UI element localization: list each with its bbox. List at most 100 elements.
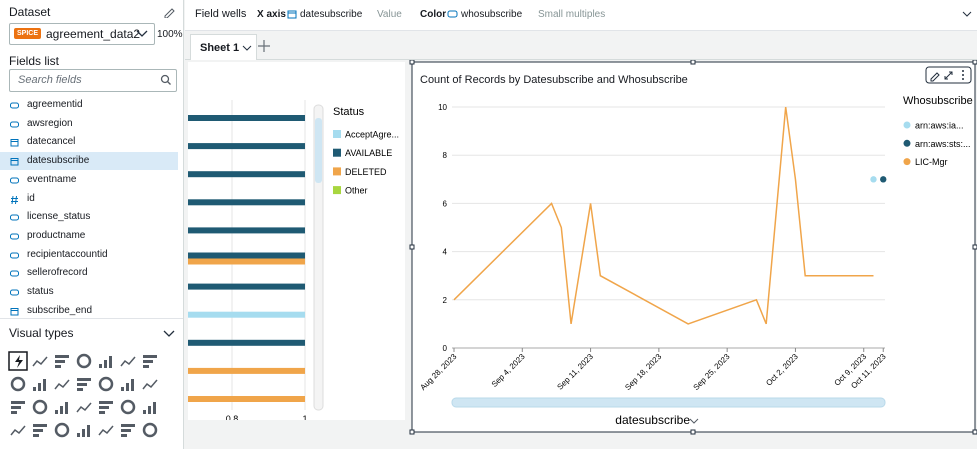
field-type-icon [10,214,19,221]
field-item[interactable]: awsregion [0,115,178,133]
field-name: agreementid [27,99,83,110]
icon-part [76,402,92,413]
visual-type-icon[interactable] [142,379,158,390]
field-item[interactable]: id [0,190,178,208]
icon-part [143,355,157,358]
well-label[interactable]: Value [377,9,402,20]
field-item[interactable]: sellerofrecord [0,264,178,282]
visual-toolbar[interactable] [925,66,972,84]
legend-scroll-thumb[interactable] [315,118,322,183]
well-field[interactable]: whosubscribe [461,9,523,20]
legend-label: AVAILABLE [345,148,392,158]
icon-part [11,406,21,409]
visual-type-icon[interactable] [54,422,70,438]
point [880,176,887,183]
icon-part [32,399,48,415]
icon-part [10,307,19,316]
visual-type-icon[interactable] [32,356,48,367]
visual-type-icon[interactable] [99,356,112,368]
field-item[interactable]: recipientaccountid [0,246,178,264]
visual-type-icon[interactable] [121,379,134,391]
sheet-tab[interactable]: Sheet 1 [190,34,257,60]
chevron[interactable] [689,418,699,424]
field-wells-label: Field wells [195,8,247,20]
icon-part [82,429,85,437]
field-item[interactable]: agreementid [0,96,178,114]
icon-part [143,410,146,414]
visual-type-icon[interactable] [76,353,92,369]
sheet-tab-label: Sheet 1 [200,42,240,54]
visual-type-icon[interactable] [120,399,136,415]
icon-part [11,195,18,204]
visual-type-icon[interactable] [142,422,158,438]
icon-part [98,376,114,392]
bar [188,258,305,265]
field-item[interactable]: productname [0,227,178,245]
legend-label: AcceptAgre... [345,130,399,140]
field-item[interactable]: license_status [0,208,178,226]
icon-part [10,214,19,221]
visual-type-icon[interactable] [11,401,25,414]
visual-type-icon[interactable] [33,424,47,437]
visual-type-icon[interactable] [121,424,135,437]
visual-type-icon[interactable] [55,355,69,368]
sheet-tabs: Sheet 1 [185,31,977,60]
visual-type-icon[interactable] [120,356,136,367]
icon-part [153,402,156,414]
well-label: X axis [257,9,286,20]
visual-type-icon[interactable] [98,376,114,392]
y-tick-label: 8 [443,151,448,160]
field-item[interactable]: datecancel [0,133,178,151]
field-item[interactable]: datesubscribe [0,152,178,171]
field-type-icon [10,252,19,259]
legend-swatch [333,130,341,138]
x-scrollbar[interactable] [451,397,886,408]
visual-frame-selected[interactable] [411,61,976,433]
visual-type-icon[interactable] [143,355,157,368]
left-panel: Dataset SPICE agreement_data2 100% Field… [0,0,184,449]
icon-part [77,388,83,391]
visual-type-icon[interactable] [77,425,90,437]
y-tick-label: 4 [443,248,448,257]
field-item[interactable]: status [0,283,178,301]
edit-icon[interactable] [163,6,175,18]
visual-type-icon[interactable] [8,351,28,371]
icon-part [98,425,114,436]
bar [188,311,305,318]
visual-type-icon[interactable] [54,379,70,390]
bar [188,115,305,121]
icon-part [77,383,87,386]
icon-part [33,429,43,432]
fields-list: agreementid awsregion datecancel datesubscr… [0,96,183,318]
visual-type-icon[interactable] [99,401,113,414]
visual-frame[interactable] [188,62,405,420]
search-input[interactable]: Search fields [9,69,177,92]
visual-type-icon[interactable] [76,402,92,413]
field-type-icon [10,177,19,184]
visual-type-icon[interactable] [10,425,26,436]
visual-type-icon[interactable] [98,425,114,436]
visual-type-icon[interactable] [33,379,46,391]
visual-type-icon[interactable] [10,376,26,392]
icon-part [77,378,91,381]
icon-part [121,424,135,427]
field-item[interactable]: eventname [0,171,178,189]
icon-part [38,383,41,391]
icon-part [33,434,39,437]
legend-swatch [333,186,341,195]
visual-type-icon[interactable] [143,402,156,414]
visual-type-icon[interactable] [32,399,48,415]
resize-handles[interactable] [409,59,977,435]
icon-part [77,433,80,437]
well-label[interactable]: Small multiples [538,9,606,20]
dataset-select[interactable]: SPICE agreement_data2 [9,23,155,45]
visual-type-icon[interactable] [77,378,91,391]
field-item[interactable]: subscribe_end [0,302,178,320]
icon-part [65,402,68,414]
well-field[interactable]: datesubscribe [300,9,363,20]
visual-type-icon[interactable] [55,402,68,414]
field-name: awsregion [27,117,73,129]
icon-part [143,360,153,363]
add-sheet[interactable] [257,39,271,53]
icon-part [99,401,113,404]
